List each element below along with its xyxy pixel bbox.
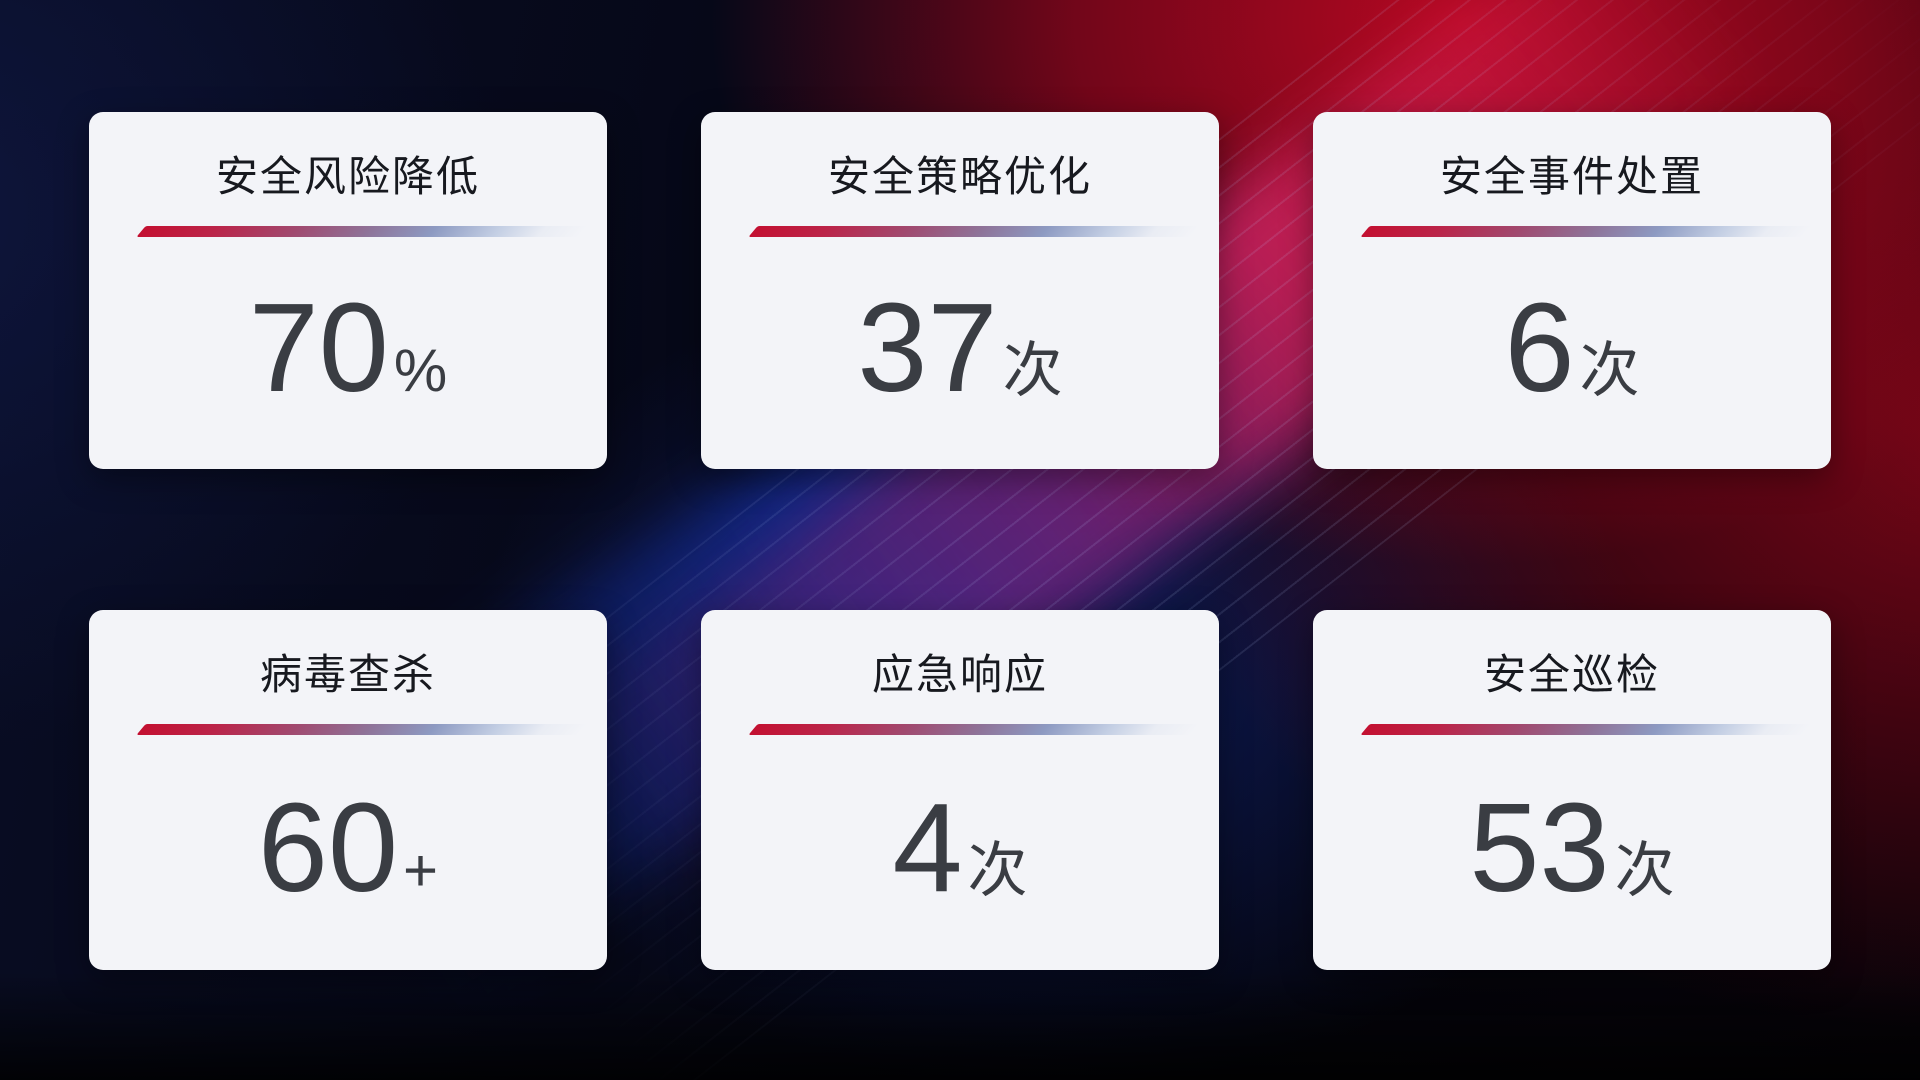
card-value-row: 53 次: [1313, 735, 1831, 970]
card-value-row: 6 次: [1313, 237, 1831, 469]
value-number: 4: [892, 776, 963, 918]
stat-card-security-inspection: 安全巡检 53 次: [1313, 610, 1831, 970]
gradient-divider: [136, 226, 602, 237]
card-value: 60 +: [257, 776, 439, 918]
stat-card-policy-optimization: 安全策略优化 37 次: [701, 112, 1219, 469]
gradient-divider: [1360, 226, 1826, 237]
stat-card-emergency-response: 应急响应 4 次: [701, 610, 1219, 970]
card-value-row: 60 +: [89, 735, 607, 970]
gradient-divider: [1360, 724, 1826, 735]
stat-card-risk-reduction: 安全风险降低 70 %: [89, 112, 607, 469]
value-number: 53: [1469, 776, 1610, 918]
card-title: 安全风险降低: [215, 153, 480, 200]
value-unit: +: [403, 836, 439, 904]
card-title: 安全策略优化: [827, 153, 1092, 200]
value-unit: 次: [1579, 337, 1640, 404]
gradient-divider: [136, 724, 602, 735]
gradient-divider: [748, 226, 1214, 237]
card-title: 病毒查杀: [259, 651, 436, 698]
stat-card-virus-scan: 病毒查杀 60 +: [89, 610, 607, 970]
stat-card-incident-handling: 安全事件处置 6 次: [1313, 112, 1831, 469]
value-unit: %: [393, 337, 448, 404]
value-number: 60: [257, 776, 399, 918]
value-number: 70: [248, 277, 389, 418]
card-value-row: 4 次: [701, 735, 1219, 970]
gradient-divider: [748, 724, 1214, 735]
card-value-row: 37 次: [701, 237, 1219, 469]
card-value-row: 70 %: [89, 237, 607, 469]
card-value: 37 次: [857, 285, 1062, 411]
card-value: 53 次: [1469, 776, 1675, 918]
stats-grid: 安全风险降低 70 % 安全策略优化 37 次 安全事件处置: [89, 112, 1831, 970]
card-value: 4 次: [892, 776, 1028, 918]
card-title: 安全巡检: [1483, 651, 1660, 698]
value-number: 6: [1504, 277, 1575, 418]
card-title: 安全事件处置: [1439, 153, 1704, 200]
value-number: 37: [857, 277, 998, 418]
value-unit: 次: [967, 836, 1028, 904]
value-unit: 次: [1614, 836, 1675, 904]
card-title: 应急响应: [871, 651, 1048, 698]
card-value: 70 %: [249, 285, 448, 411]
card-value: 6 次: [1504, 285, 1639, 411]
value-unit: 次: [1002, 337, 1063, 404]
